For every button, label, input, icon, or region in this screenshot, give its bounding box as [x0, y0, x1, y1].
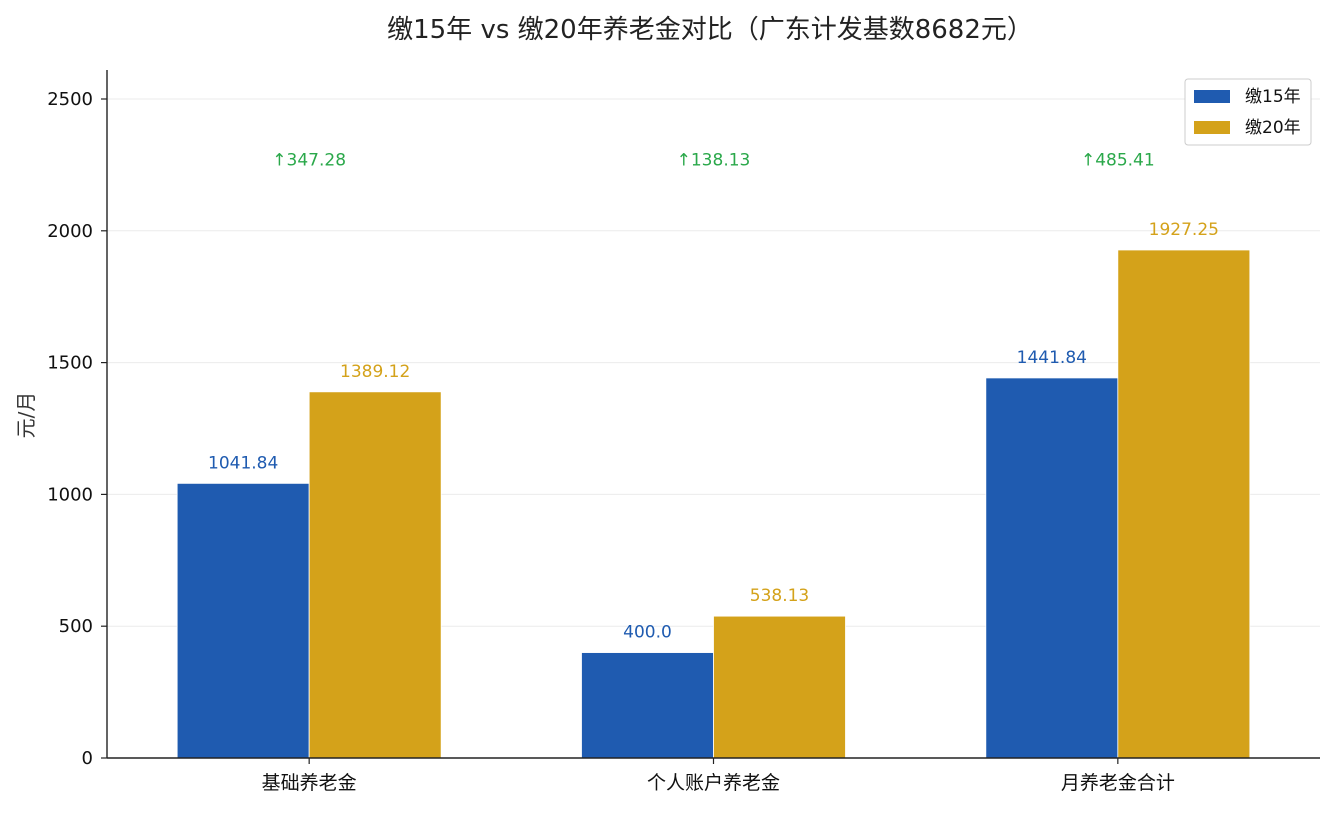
y-tick-label: 1500 — [47, 353, 93, 374]
y-tick-label: 500 — [59, 616, 93, 637]
y-tick-label: 1000 — [47, 484, 93, 505]
chart-title: 缴15年 vs 缴20年养老金对比（广东计发基数8682元） — [387, 15, 1033, 45]
bar-value-label: 1441.84 — [1017, 348, 1087, 368]
bar-value-label: 538.13 — [750, 586, 809, 606]
bar-value-label: 1041.84 — [208, 453, 278, 473]
y-axis-label: 元/月 — [14, 392, 38, 439]
x-tick-label: 月养老金合计 — [1061, 772, 1175, 794]
value-labels: 1041.84 1389.12 ↑347.28 400.0 538.13 ↑138.13 1… — [208, 151, 1219, 643]
y-tick-label: 0 — [82, 748, 93, 769]
y-tick-label: 2500 — [47, 89, 93, 110]
legend-swatch — [1194, 121, 1230, 134]
y-tick-label: 2000 — [47, 221, 93, 242]
bar-value-label: 1927.25 — [1149, 220, 1219, 240]
legend-label: 缴20年 — [1245, 118, 1301, 138]
bar — [985, 377, 1119, 759]
axes: 0 500 1000 1500 2000 2500 基础养老金 个人账户养老金 月养老金合计 — [47, 70, 1320, 794]
bar — [1117, 249, 1251, 759]
bar-value-label: 400.0 — [623, 623, 672, 643]
difference-label: ↑485.41 — [1081, 151, 1155, 171]
bar — [308, 391, 442, 759]
legend-swatch — [1194, 90, 1230, 103]
legend-label: 缴15年 — [1245, 87, 1301, 107]
x-tick-label: 个人账户养老金 — [647, 772, 780, 794]
bars — [176, 249, 1251, 759]
bar-value-label: 1389.12 — [340, 362, 410, 382]
bar — [176, 482, 310, 759]
difference-label: ↑138.13 — [677, 151, 751, 171]
difference-label: ↑347.28 — [272, 151, 346, 171]
bar — [581, 652, 714, 759]
bar — [713, 615, 846, 759]
x-tick-label: 基础养老金 — [262, 772, 357, 794]
